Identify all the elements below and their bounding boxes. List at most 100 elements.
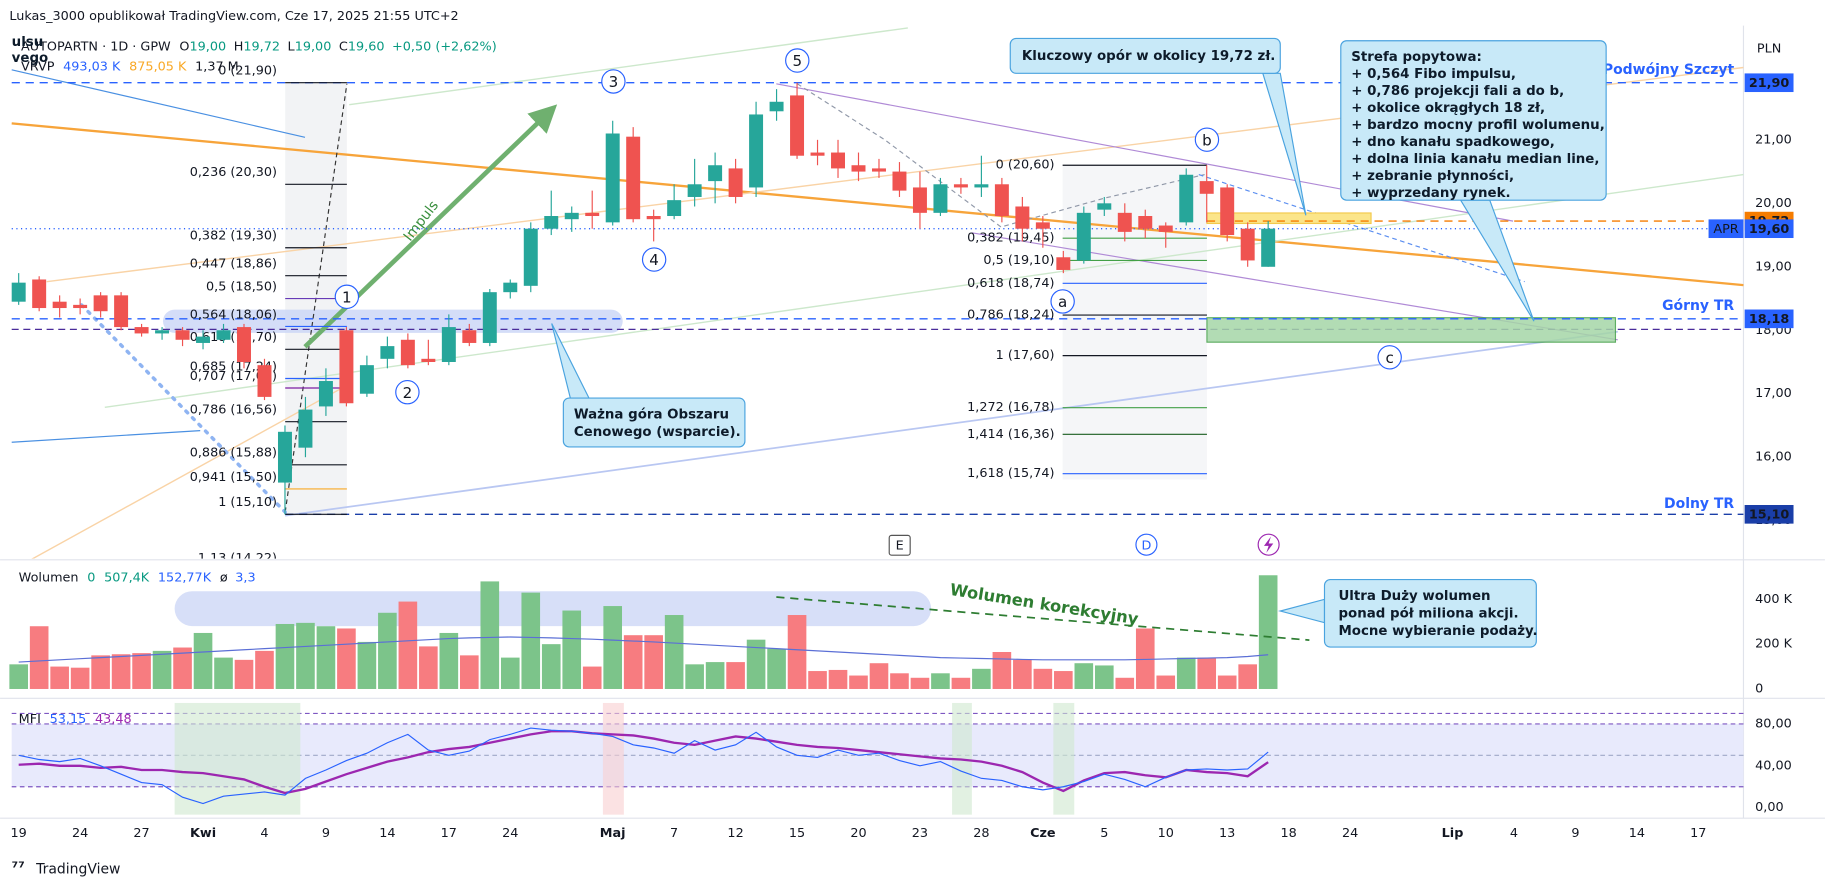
volume-value: 0 <box>87 570 95 585</box>
wave-circle <box>1194 127 1220 152</box>
candle-body <box>380 346 395 359</box>
mfi-value: 43,48 <box>95 712 132 727</box>
candle-body <box>1117 212 1132 232</box>
mfi-line <box>18 727 1269 805</box>
fib-label: 0,382 (19,30) <box>190 229 277 244</box>
candle-body <box>175 330 190 340</box>
footer: TradingView <box>35 861 120 877</box>
x-tick-label: 28 <box>973 826 989 841</box>
vrvp-value: 1,37 M <box>195 59 239 74</box>
candle-body <box>134 327 149 334</box>
candle-body <box>1220 187 1235 236</box>
x-tick-label: 4 <box>1510 826 1518 841</box>
pointer-line <box>11 69 306 138</box>
fib-label: 0,5 (19,10) <box>983 253 1054 268</box>
note-line: Ważna góra Obszaru <box>574 406 729 422</box>
wave-label: b <box>1202 131 1212 149</box>
volume-bar <box>1135 628 1155 689</box>
volume-value: ø <box>220 570 228 585</box>
volume-bar <box>541 644 561 689</box>
ohlc-change: +0,50 (+2,62%) <box>392 39 497 54</box>
y-tick-label: 21,00 <box>1755 132 1792 147</box>
fib-label: 0,564 (18,06) <box>190 307 277 322</box>
volume-bar <box>1156 675 1176 689</box>
wave-label: 2 <box>403 384 413 402</box>
volume-bar <box>378 612 397 689</box>
callout <box>1009 37 1281 74</box>
volume-bar <box>951 677 971 689</box>
fib-label: 0,382 (19,45) <box>967 231 1054 246</box>
event-icon[interactable] <box>1135 533 1158 556</box>
volume-bar <box>255 650 274 689</box>
x-tick-label: 18 <box>1281 826 1297 841</box>
candle-body <box>585 212 600 217</box>
x-tick-label: 27 <box>133 826 149 841</box>
candle-body <box>974 184 989 188</box>
callout <box>562 397 746 448</box>
candle-body <box>318 381 333 407</box>
x-tick-label: 17 <box>441 826 457 841</box>
volume-value: 152,77K <box>158 570 212 585</box>
volume-bar <box>1054 671 1073 689</box>
note-line: + wyprzedany rynek. <box>1351 186 1510 201</box>
event-label: E <box>896 538 904 553</box>
candle-body <box>1097 203 1112 210</box>
volume-bar <box>296 622 315 689</box>
volume-bar <box>132 653 151 689</box>
volume-bar <box>664 615 684 689</box>
x-tick-label: 15 <box>789 826 805 841</box>
x-tick-label: Cze <box>1030 826 1056 841</box>
volume-bar <box>419 646 438 689</box>
candle-body <box>708 165 723 182</box>
volume-bar <box>808 671 827 689</box>
y-tick-label: 40,00 <box>1755 758 1792 773</box>
price-label: 15,10 <box>1749 507 1790 522</box>
mfi-key: MFI <box>19 712 41 727</box>
candle-body <box>851 165 866 172</box>
note-line: Kluczowy opór w okolicy 19,72 zł. <box>1022 48 1276 64</box>
note-line: Strefa popytowa: <box>1351 50 1482 65</box>
ohlc-value: 19,00 <box>295 39 332 54</box>
x-tick-label: 24 <box>1342 826 1358 841</box>
fib-label: 0 (20,60) <box>996 158 1055 173</box>
fibonacci: 0 (21,90) 0,236 (20,30) 0,382 (19,30) 0,447… <box>190 64 1207 559</box>
candle-body <box>441 327 456 362</box>
volume-bar <box>910 677 930 689</box>
candles <box>11 82 1276 515</box>
volume-bar <box>623 635 643 689</box>
candle-body <box>1240 228 1255 261</box>
candle-body <box>11 282 26 302</box>
candle-body <box>953 184 968 188</box>
symbol-legend: AUTOPARTN · 1D · GPW O19,00 H19,72 L19,0… <box>21 39 497 54</box>
event-icon[interactable] <box>888 534 911 556</box>
candle-body <box>1261 228 1276 267</box>
x-tick-label: Maj <box>600 826 626 841</box>
note-line: + 0,564 Fibo impulsu, <box>1351 67 1516 82</box>
currency: PLN <box>1757 41 1781 56</box>
candle-body <box>155 330 170 334</box>
fib-label: 0,786 (16,56) <box>190 403 277 418</box>
volume-bar <box>890 673 909 689</box>
volume-bar <box>1115 677 1135 689</box>
mfi-legend: MFI 53,15 43,48 <box>19 712 132 727</box>
candle-body <box>994 184 1009 217</box>
volume-bar <box>275 623 295 689</box>
candle-body <box>52 301 67 309</box>
mfi-highlight <box>174 702 301 815</box>
logo-mark: ⁷⁷ <box>12 859 25 877</box>
vrvp-value: 493,03 K <box>63 59 121 74</box>
wave-circle <box>1050 289 1075 314</box>
y-tick-label: 400 K <box>1755 592 1792 607</box>
y-tick-label: 19,00 <box>1755 259 1792 274</box>
volume-bar <box>1013 659 1032 689</box>
ohlc-key: O <box>179 39 189 54</box>
wave-label: 5 <box>792 52 802 70</box>
x-tick-label: 24 <box>502 826 518 841</box>
volume-pane <box>9 575 1278 689</box>
wave-circle <box>641 247 667 272</box>
candle-body <box>73 304 88 309</box>
volume-bar <box>869 663 889 689</box>
mfi-pane <box>18 727 1269 805</box>
